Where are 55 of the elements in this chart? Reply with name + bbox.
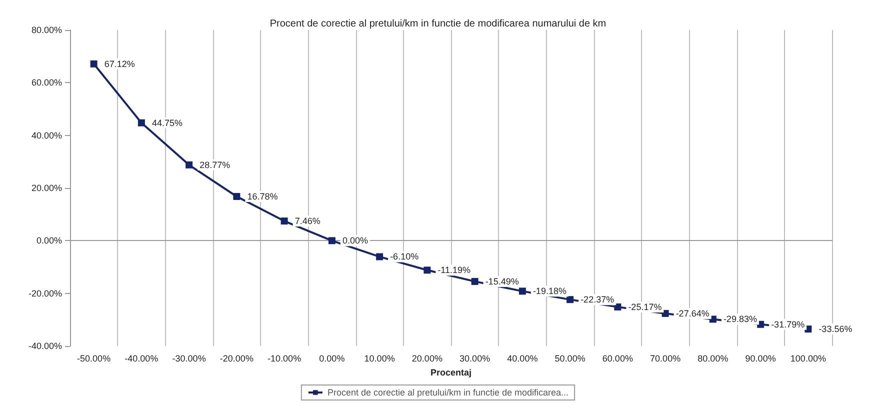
data-label: 44.75% [152,118,182,128]
y-tick-label: 80.00% [31,25,62,35]
x-tick-label: -20.00% [220,354,254,364]
point [614,303,622,310]
x-tick-label: 40.00% [507,354,538,364]
y-tick-label: 20.00% [31,183,62,193]
y-tick-label: 40.00% [31,130,62,140]
point [280,218,288,225]
data-label: -6.10% [390,252,419,262]
data-label: -25.17% [628,302,662,312]
x-tick-label: 70.00% [650,354,681,364]
data-label: 0.00% [342,236,368,246]
x-tick-label: -50.00% [77,354,111,364]
point [138,119,145,126]
point [662,310,669,317]
point [376,253,384,260]
point [186,161,193,168]
point [518,288,526,295]
y-tick-label: -40.00% [28,341,62,351]
data-label: 7.46% [294,216,320,226]
x-tick-label: -30.00% [172,354,206,364]
x-tick-label: 80.00% [698,354,728,364]
data-label: 16.78% [247,191,278,202]
data-label: -27.64% [676,308,710,318]
point [471,278,478,285]
data-label: -19.18% [532,286,566,296]
x-tick-label: -10.00% [268,354,302,364]
point [328,237,336,244]
data-label: -15.49% [485,276,519,286]
x-axis-title: Procentaj [430,367,472,378]
data-label: -29.83% [723,314,757,324]
y-tick-label: 60.00% [31,78,62,88]
point [566,296,574,304]
point [424,266,431,274]
x-tick-label: 90.00% [745,354,776,364]
data-label: -22.37% [580,294,614,305]
data-label: -33.56% [818,324,852,334]
legend-label: Procent de corectie al pretului/km in functie de modificarea... [327,388,569,398]
data-label: 67.12% [104,58,135,69]
point [90,60,98,68]
x-tick-label: 0.00% [319,354,345,364]
data-label: -31.79% [771,319,805,330]
y-tick-label: 0.00% [36,236,62,246]
data-label: -11.19% [438,265,471,276]
x-tick-label: 60.00% [602,354,633,364]
x-tick-label: 50.00% [554,354,586,364]
x-tick-label: -40.00% [124,354,158,364]
x-tick-label: 20.00% [412,354,442,364]
chart-title: Procent de corectie al pretului/km in functie de modificarea numarului de km [270,18,606,30]
x-tick-label: 10.00% [364,354,395,364]
x-tick-label: 100.00% [790,354,826,364]
y-tick-label: -20.00% [28,288,62,298]
x-tick-label: 30.00% [460,354,490,364]
point [233,192,240,200]
data-label: 28.77% [200,160,230,170]
